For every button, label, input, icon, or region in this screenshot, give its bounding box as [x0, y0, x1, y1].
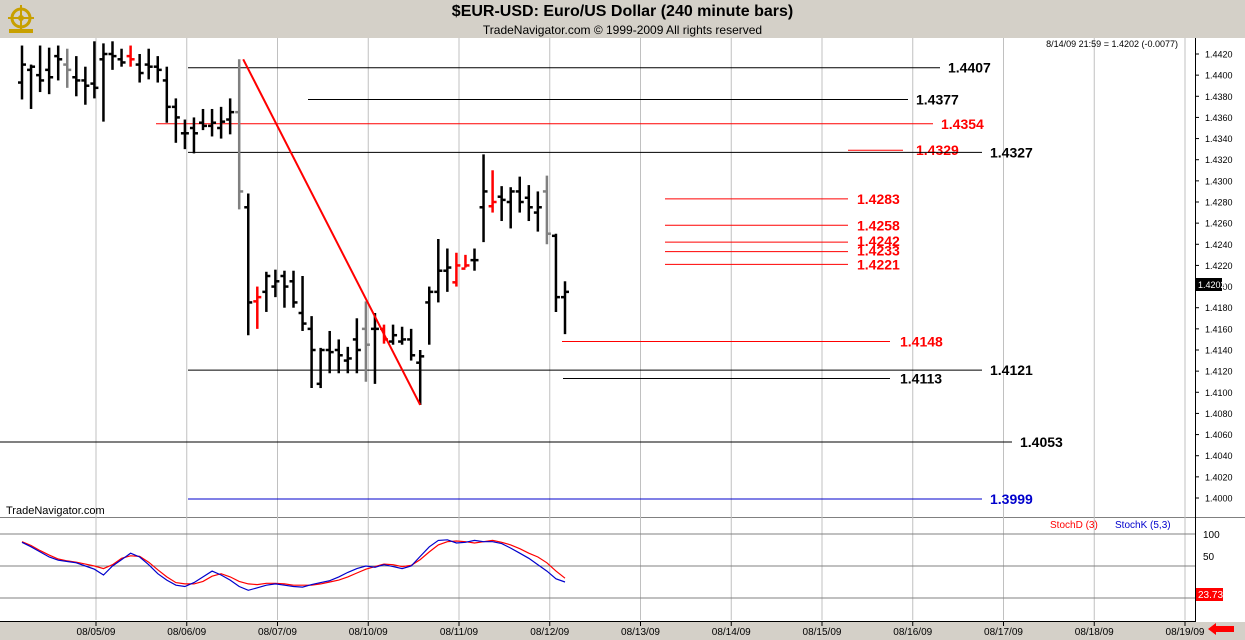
price-tick-label: 1.4260 — [1205, 219, 1233, 229]
date-tick-label: 08/15/09 — [803, 627, 842, 638]
price-tick-label: 1.4280 — [1205, 198, 1233, 208]
level-label: 1.4377 — [916, 91, 959, 107]
level-label: 1.4283 — [857, 191, 900, 207]
price-tick-label: 1.4360 — [1205, 113, 1233, 123]
level-label: 1.4121 — [990, 362, 1033, 378]
level-label: 1.4354 — [941, 116, 984, 132]
price-tick-label: 1.4120 — [1205, 367, 1233, 377]
last-price-tag-bg — [1196, 278, 1222, 291]
scroll-arrow-icon[interactable] — [1208, 623, 1234, 635]
price-axis: 1.4000 1.4020 1.4040 1.4060 1.4080 1.4100 1.41… — [1195, 50, 1233, 504]
chart-title: $EUR-USD: Euro/US Dollar (240 minute bar… — [451, 3, 794, 20]
title-bar: $EUR-USD: Euro/US Dollar (240 minute bar… — [0, 0, 1245, 38]
date-tick-label: 08/17/09 — [984, 627, 1023, 638]
stoch-panel-bg — [0, 518, 1195, 622]
trendline — [242, 58, 422, 406]
price-tick-label: 1.4020 — [1205, 472, 1233, 482]
level-label: 1.4327 — [990, 144, 1033, 160]
price-tick-label: 1.4380 — [1205, 92, 1233, 102]
stoch-tick-label: 100 — [1203, 530, 1220, 541]
trendline-segment — [242, 58, 422, 406]
price-panel-bg — [0, 38, 1195, 517]
date-tick-label: 08/19/09 — [1166, 627, 1205, 638]
price-tick-label: 1.4320 — [1205, 155, 1233, 165]
level-label: 1.3999 — [990, 491, 1033, 507]
date-tick-label: 08/16/09 — [893, 627, 932, 638]
stoch-value-tag: 23.73 — [1198, 590, 1223, 601]
price-tick-label: 1.4300 — [1205, 176, 1233, 186]
level-lines: 1.4407 1.4377 1.4354 1.4329 1.4327 1.4283 1.42… — [0, 60, 1063, 507]
price-axis-bg — [1195, 38, 1245, 622]
price-bars — [18, 41, 569, 405]
stoch-series-line — [21, 539, 566, 586]
last-price-tag: 1.4202 — [1198, 280, 1226, 290]
level-label: 1.4233 — [857, 243, 900, 259]
level-label: 1.4053 — [1020, 434, 1063, 450]
price-tick-label: 1.4180 — [1205, 303, 1233, 313]
level-label: 1.4113 — [900, 371, 942, 387]
stochastic-panel: 50 100 — [0, 530, 1220, 599]
ship-wheel-logo-icon — [8, 5, 34, 33]
date-tick-label: 08/05/09 — [77, 627, 116, 638]
date-axis: 08/05/09 08/06/09 08/07/09 08/10/09 08/11/09… — [0, 621, 1205, 638]
level-label: 1.4407 — [948, 60, 991, 76]
chart-subtitle: TradeNavigator.com © 1999-2009 All right… — [482, 23, 763, 37]
date-tick-label: 08/12/09 — [530, 627, 569, 638]
price-tick-label: 1.4140 — [1205, 346, 1233, 356]
date-tick-label: 08/10/09 — [349, 627, 388, 638]
stoch-d-legend: StochD (3) — [1050, 520, 1098, 531]
watermark: TradeNavigator.com — [6, 505, 105, 517]
stoch-series-line — [21, 539, 566, 591]
price-tick-label: 1.4400 — [1205, 71, 1233, 81]
level-label: 1.4329 — [916, 142, 959, 158]
stoch-tick-label: 50 — [1203, 552, 1215, 563]
status-line: 8/14/09 21:59 = 1.4202 (-0.0077) — [1046, 39, 1178, 49]
price-tick-label: 1.4040 — [1205, 451, 1233, 461]
date-tick-label: 08/18/09 — [1075, 627, 1114, 638]
level-label: 1.4242 — [857, 233, 900, 249]
date-tick-label: 08/13/09 — [621, 627, 660, 638]
level-label: 1.4221 — [857, 256, 900, 272]
price-tick-label: 1.4240 — [1205, 240, 1233, 250]
price-tick-label: 1.4420 — [1205, 50, 1233, 60]
price-tick-label: 1.4340 — [1205, 134, 1233, 144]
level-label: 1.4148 — [900, 334, 943, 350]
price-tick-label: 1.4220 — [1205, 261, 1233, 271]
level-label: 1.4258 — [857, 217, 900, 233]
price-tick-label: 1.4000 — [1205, 494, 1233, 504]
date-tick-label: 08/06/09 — [167, 627, 206, 638]
price-tick-label: 1.4160 — [1205, 324, 1233, 334]
date-tick-label: 08/14/09 — [712, 627, 751, 638]
price-tick-label: 1.4060 — [1205, 430, 1233, 440]
vertical-gridlines — [95, 38, 1186, 620]
date-tick-label: 08/11/09 — [440, 627, 479, 638]
stoch-value-tag-bg — [1196, 588, 1223, 601]
price-tick-label: 1.4100 — [1205, 388, 1233, 398]
price-tick-label: 1.4080 — [1205, 409, 1233, 419]
stoch-k-legend: StochK (5,3) — [1115, 520, 1171, 531]
date-tick-label: 08/07/09 — [258, 627, 297, 638]
